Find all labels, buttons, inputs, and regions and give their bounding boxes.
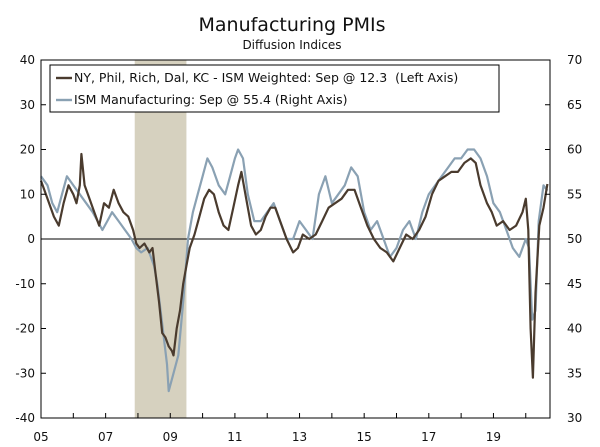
- series-layer: [39, 148, 549, 393]
- right-tick-label: 45: [567, 277, 582, 291]
- right-tick-label: 55: [567, 187, 582, 201]
- right-axis: 30 35 40 45 50 55 60 65 70: [545, 53, 582, 425]
- x-tick-label: 11: [227, 430, 242, 444]
- legend-label-ism: ISM Manufacturing: Sep @ 55.4 (Right Axi…: [74, 92, 347, 107]
- right-tick-label: 65: [567, 98, 582, 112]
- left-tick-label: -10: [15, 277, 35, 291]
- x-tick-label: 07: [98, 430, 113, 444]
- left-tick-label: 40: [20, 53, 35, 67]
- chart-title: Manufacturing PMIs: [199, 14, 386, 36]
- right-tick-label: 40: [567, 322, 582, 336]
- chart-subtitle: Diffusion Indices: [242, 38, 341, 52]
- x-tick-label: 17: [421, 430, 436, 444]
- right-tick-label: 35: [567, 366, 582, 380]
- left-tick-label: 10: [20, 187, 35, 201]
- x-tick-label: 15: [357, 430, 372, 444]
- legend-label-regional: NY, Phil, Rich, Dal, KC - ISM Weighted: …: [74, 70, 458, 85]
- right-tick-label: 70: [567, 53, 582, 67]
- x-axis: 05 07 09 11 13 15 17 19: [33, 413, 527, 444]
- legend-box: [49, 64, 500, 113]
- left-axis: -40 -30 -20 -10 0 10 20 30 40: [15, 53, 46, 425]
- left-tick-label: -30: [15, 366, 35, 380]
- right-tick-label: 50: [567, 232, 582, 246]
- x-tick-label: 05: [33, 430, 48, 444]
- right-tick-label: 30: [567, 411, 582, 425]
- legend: NY, Phil, Rich, Dal, KC - ISM Weighted: …: [49, 64, 500, 113]
- left-tick-label: 0: [27, 232, 35, 246]
- series-line-ism: [40, 148, 549, 393]
- left-tick-label: -20: [15, 322, 35, 336]
- x-tick-label: 09: [163, 430, 178, 444]
- left-tick-label: 30: [20, 98, 35, 112]
- x-tick-label: 19: [486, 430, 501, 444]
- series-line-regional: [39, 152, 549, 379]
- left-tick-label: 20: [20, 143, 35, 157]
- left-tick-label: -40: [15, 411, 35, 425]
- right-tick-label: 60: [567, 143, 582, 157]
- x-tick-label: 13: [292, 430, 307, 444]
